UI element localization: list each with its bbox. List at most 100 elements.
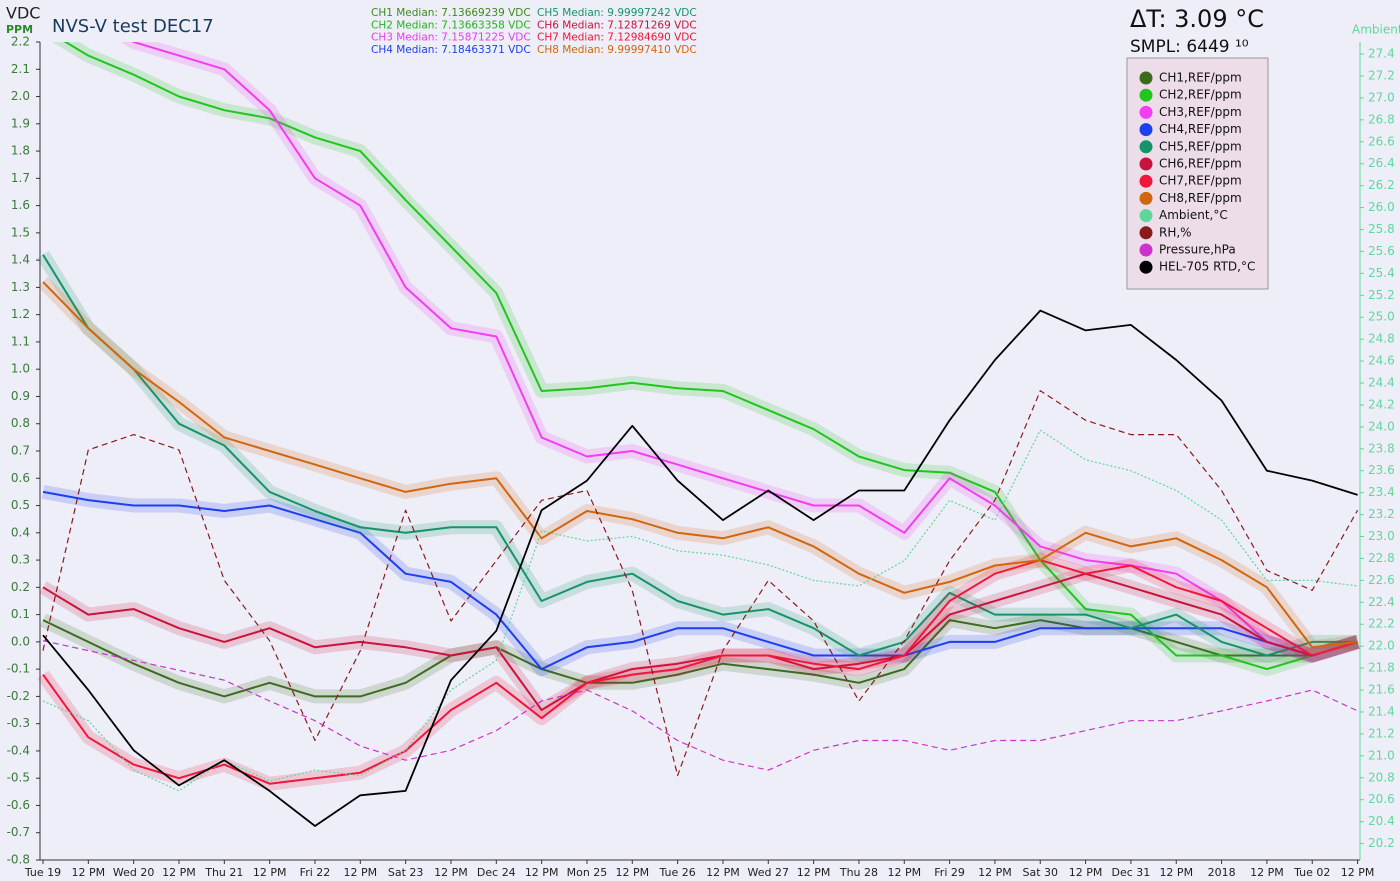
y-tick-label: -0.3 bbox=[7, 716, 30, 730]
legend-label: CH6,REF/ppm bbox=[1159, 157, 1242, 171]
y-tick-label: 2.0 bbox=[11, 89, 30, 103]
series-line bbox=[42, 390, 1359, 777]
y-tick-label: 0.4 bbox=[11, 525, 30, 539]
legend-label: CH5,REF/ppm bbox=[1159, 139, 1242, 153]
y-tick-label: 0.7 bbox=[11, 444, 30, 458]
x-tick-label: 12 PM bbox=[1069, 866, 1103, 879]
y2-tick-label: 27.0 bbox=[1368, 90, 1395, 104]
y2-tick-label: 21.8 bbox=[1368, 661, 1395, 675]
x-tick-label: Sat 30 bbox=[1022, 866, 1058, 879]
y2-tick-label: 23.6 bbox=[1368, 463, 1395, 477]
median-label: CH2 Median: 7.13663358 VDC bbox=[371, 19, 531, 31]
series-line bbox=[42, 309, 1358, 827]
y2-tick-label: 24.2 bbox=[1368, 397, 1395, 411]
legend-marker bbox=[1139, 88, 1153, 102]
y-tick-label: 1.1 bbox=[11, 334, 30, 348]
y2-tick-label: 23.8 bbox=[1368, 441, 1395, 455]
median-label: CH8 Median: 9.99997410 VDC bbox=[537, 44, 697, 56]
y2-tick-label: 25.2 bbox=[1368, 288, 1395, 302]
x-tick-label: Dec 31 bbox=[1112, 866, 1151, 879]
y2-tick-label: 25.8 bbox=[1368, 222, 1395, 236]
y2-tick-label: 26.0 bbox=[1368, 200, 1395, 214]
legend-label: CH1,REF/ppm bbox=[1159, 71, 1242, 85]
chart-title: NVS-V test DEC17 bbox=[52, 16, 214, 37]
plot-area bbox=[37, 42, 1360, 827]
legend-label: CH2,REF/ppm bbox=[1159, 88, 1242, 102]
x-tick-label: Dec 24 bbox=[477, 866, 516, 879]
legend-label: CH7,REF/ppm bbox=[1159, 174, 1242, 188]
y2-tick-label: 20.4 bbox=[1368, 814, 1395, 828]
y2-tick-label: 23.2 bbox=[1368, 507, 1395, 521]
y-tick-label: -0.5 bbox=[7, 771, 30, 785]
x-tick-label: 12 PM bbox=[253, 866, 287, 879]
legend-label: Pressure,hPa bbox=[1159, 243, 1236, 257]
x-tick-label: 12 PM bbox=[1159, 866, 1193, 879]
x-tick-label: Wed 20 bbox=[113, 866, 154, 879]
legend-label: CH4,REF/ppm bbox=[1159, 122, 1242, 136]
x-tick-label: 12 PM bbox=[525, 866, 559, 879]
y-tick-label: 2.2 bbox=[11, 35, 30, 49]
y-tick-label: 1.6 bbox=[11, 198, 30, 212]
legend-label: HEL-705 RTD,°C bbox=[1159, 260, 1255, 274]
legend-marker bbox=[1139, 209, 1153, 223]
y-tick-label: -0.1 bbox=[7, 662, 30, 676]
samples: SMPL: 6449 ¹⁰ bbox=[1130, 37, 1249, 57]
x-tick-label: 12 PM bbox=[706, 866, 740, 879]
y2-label: Ambient bbox=[1352, 23, 1400, 37]
y-tick-label: 0.3 bbox=[11, 553, 30, 567]
y2-tick-label: 26.8 bbox=[1368, 112, 1395, 126]
series-line bbox=[42, 559, 1358, 785]
series-line bbox=[42, 490, 1358, 671]
median-label: CH6 Median: 7.12871269 VDC bbox=[537, 19, 697, 31]
y-tick-label: 0.5 bbox=[11, 498, 30, 512]
legend-label: RH,% bbox=[1159, 225, 1192, 239]
y-tick-label: -0.6 bbox=[7, 798, 30, 812]
x-tick-label: 12 PM bbox=[1250, 866, 1284, 879]
y2-tick-label: 24.0 bbox=[1368, 419, 1395, 433]
series-line bbox=[63, 42, 1358, 671]
y-tick-label: 1.9 bbox=[11, 116, 30, 130]
x-tick-label: Wed 27 bbox=[748, 866, 789, 879]
series-line bbox=[42, 281, 1358, 649]
y-tick-label: 1.8 bbox=[11, 144, 30, 158]
y2-tick-label: 20.6 bbox=[1368, 792, 1395, 806]
y2-tick-label: 26.4 bbox=[1368, 156, 1395, 170]
y-tick-label: 0.1 bbox=[11, 607, 30, 621]
median-label: CH5 Median: 9.99997242 VDC bbox=[537, 7, 697, 19]
median-label: CH4 Median: 7.18463371 VDC bbox=[371, 44, 531, 56]
x-tick-label: Mon 25 bbox=[567, 866, 608, 879]
x-tick-label: 12 PM bbox=[162, 866, 196, 879]
y-tick-label: 0.0 bbox=[11, 634, 30, 648]
y2-tick-label: 21.0 bbox=[1368, 748, 1395, 762]
x-tick-label: Thu 21 bbox=[204, 866, 243, 879]
x-tick-label: 2018 bbox=[1208, 866, 1236, 879]
y2-tick-label: 25.4 bbox=[1368, 266, 1395, 280]
delta-t: ΔT: 3.09 °C bbox=[1130, 5, 1264, 33]
x-tick-label: 12 PM bbox=[887, 866, 921, 879]
y-tick-label: 1.3 bbox=[11, 280, 30, 294]
y2-tick-label: 26.2 bbox=[1368, 178, 1395, 192]
y2-tick-label: 21.2 bbox=[1368, 726, 1395, 740]
y-tick-label: 1.5 bbox=[11, 225, 30, 239]
x-tick-label: 12 PM bbox=[72, 866, 106, 879]
y2-tick-label: 22.8 bbox=[1368, 551, 1395, 565]
y-tick-label: 0.6 bbox=[11, 471, 30, 485]
y2-tick-label: 22.0 bbox=[1368, 639, 1395, 653]
legend-label: CH3,REF/ppm bbox=[1159, 105, 1242, 119]
y2-tick-label: 20.8 bbox=[1368, 770, 1395, 784]
y2-tick-label: 24.8 bbox=[1368, 332, 1395, 346]
y-tick-label: -0.2 bbox=[7, 689, 30, 703]
y-tick-label: 0.9 bbox=[11, 389, 30, 403]
legend-marker bbox=[1139, 226, 1153, 240]
legend-label: Ambient,°C bbox=[1159, 208, 1228, 222]
y-tick-label: 0.8 bbox=[11, 416, 30, 430]
y2-tick-label: 22.2 bbox=[1368, 617, 1395, 631]
x-tick-label: 12 PM bbox=[434, 866, 468, 879]
y2-tick-label: 27.2 bbox=[1368, 68, 1395, 82]
y-label: VDC bbox=[6, 4, 40, 23]
series-line bbox=[42, 619, 1358, 698]
legend-marker bbox=[1139, 123, 1153, 137]
median-label: CH1 Median: 7.13669239 VDC bbox=[371, 7, 531, 19]
y-tick-label: 1.2 bbox=[11, 307, 30, 321]
y-tick-label: 0.2 bbox=[11, 580, 30, 594]
